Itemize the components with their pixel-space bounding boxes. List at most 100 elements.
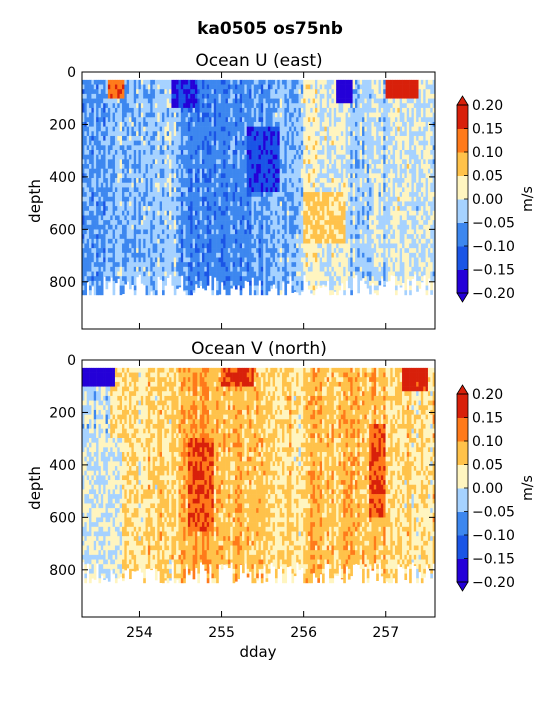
- heatmap-cell: [138, 224, 142, 230]
- heatmap-cell: [218, 79, 222, 85]
- heatmap-cell: [192, 126, 196, 132]
- heatmap-cell: [289, 145, 292, 151]
- heatmap-cell: [114, 206, 118, 212]
- heatmap-cell: [176, 93, 179, 99]
- heatmap-cell: [300, 187, 304, 193]
- heatmap-cell: [164, 79, 168, 85]
- heatmap-cell: [107, 117, 111, 123]
- heatmap-cell: [107, 154, 111, 160]
- heatmap-cell: [249, 192, 252, 198]
- heatmap-cell: [157, 262, 160, 268]
- heatmap-cell: [190, 271, 193, 277]
- heatmap-cell: [218, 140, 222, 146]
- heatmap-cell: [340, 187, 344, 193]
- heatmap-cell: [143, 280, 146, 286]
- heatmap-cell: [117, 89, 120, 95]
- heatmap-cell: [246, 266, 250, 272]
- heatmap-cell: [336, 149, 339, 155]
- heatmap-cell: [178, 98, 182, 104]
- heatmap-cell: [202, 271, 205, 277]
- heatmap-cell: [218, 135, 222, 141]
- heatmap-cell: [110, 164, 113, 169]
- heatmap-cell: [140, 262, 144, 268]
- heatmap-cell: [180, 135, 184, 141]
- heatmap-cell: [82, 89, 85, 95]
- heatmap-cell: [206, 248, 210, 254]
- heatmap-cell: [265, 187, 269, 193]
- heatmap-cell: [310, 224, 313, 230]
- heatmap-cell: [216, 210, 219, 216]
- heatmap-cell: [279, 271, 283, 277]
- heatmap-cell: [180, 84, 184, 90]
- heatmap-cell: [218, 229, 222, 235]
- heatmap-cell: [253, 182, 257, 188]
- heatmap-cell: [91, 215, 95, 221]
- heatmap-cell: [124, 89, 128, 95]
- heatmap-cell: [105, 248, 109, 254]
- heatmap-cell: [204, 215, 208, 221]
- heatmap-cell: [277, 192, 280, 198]
- heatmap-cell: [152, 280, 156, 286]
- heatmap-cell: [136, 215, 139, 221]
- heatmap-cell: [251, 98, 255, 104]
- heatmap-cell: [291, 238, 295, 244]
- heatmap-cell: [166, 107, 170, 113]
- heatmap-cell: [223, 164, 226, 169]
- heatmap-cell: [82, 252, 85, 258]
- heatmap-cell: [129, 182, 132, 188]
- heatmap-cell: [145, 168, 149, 174]
- heatmap-cell: [143, 210, 146, 216]
- heatmap-cell: [117, 93, 120, 99]
- heatmap-cell: [91, 210, 95, 216]
- heatmap-cell: [112, 192, 116, 198]
- heatmap-cell: [277, 112, 280, 118]
- heatmap-cell: [131, 117, 135, 123]
- heatmap-cell: [91, 285, 95, 287]
- heatmap-cell: [82, 280, 85, 286]
- heatmap-cell: [260, 168, 264, 174]
- heatmap-cell: [322, 234, 325, 240]
- heatmap-cell: [202, 224, 205, 230]
- heatmap-cell: [194, 112, 198, 118]
- heatmap-cell: [152, 121, 156, 127]
- heatmap-cell: [277, 79, 280, 85]
- heatmap-cell: [234, 229, 238, 235]
- heatmap-cell: [326, 89, 330, 95]
- heatmap-cell: [239, 234, 243, 240]
- heatmap-cell: [150, 89, 153, 95]
- heatmap-cell: [152, 290, 156, 296]
- heatmap-cell: [220, 154, 224, 160]
- heatmap-cell: [197, 112, 200, 118]
- heatmap-cell: [296, 149, 299, 155]
- heatmap-cell: [131, 79, 135, 85]
- heatmap-cell: [145, 262, 149, 268]
- heatmap-cell: [107, 271, 111, 277]
- heatmap-cell: [86, 93, 90, 99]
- heatmap-cell: [258, 79, 262, 85]
- heatmap-cell: [246, 145, 250, 151]
- heatmap-cell: [333, 117, 337, 123]
- heatmap-cell: [322, 89, 325, 95]
- heatmap-cell: [103, 135, 106, 141]
- heatmap-cell: [293, 135, 297, 141]
- heatmap-cell: [286, 257, 290, 263]
- heatmap-cell: [202, 252, 205, 258]
- heatmap-cell: [159, 79, 163, 85]
- heatmap-cell: [220, 149, 224, 155]
- heatmap-cell: [96, 290, 99, 296]
- heatmap-cell: [204, 224, 208, 230]
- heatmap-cell: [112, 117, 116, 123]
- heatmap-cell: [183, 140, 186, 146]
- heatmap-cell: [129, 248, 132, 254]
- heatmap-cell: [211, 271, 215, 277]
- heatmap-cell: [251, 201, 255, 207]
- heatmap-cell: [136, 234, 139, 240]
- heatmap-cell: [305, 89, 309, 95]
- heatmap-cell: [199, 224, 203, 230]
- heatmap-cell: [218, 196, 222, 202]
- heatmap-cell: [314, 121, 318, 127]
- heatmap-cell: [220, 117, 224, 123]
- heatmap-cell: [310, 266, 313, 272]
- heatmap-cell: [265, 243, 269, 249]
- heatmap-cell: [237, 248, 240, 254]
